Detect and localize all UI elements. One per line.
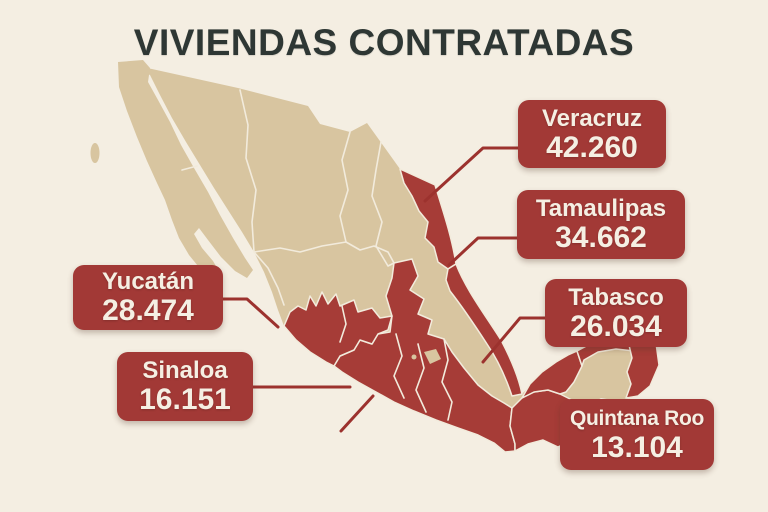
callout-quintana-roo: Quintana Roo 13.104	[560, 399, 714, 470]
border-durango-zacatecas	[253, 241, 347, 253]
callout-tabasco-name: Tabasco	[568, 283, 664, 311]
callout-tabasco: Tabasco 26.034	[545, 279, 687, 347]
cdmx-enclave-shape	[424, 349, 441, 364]
callout-quintana-roo-value: 13.104	[591, 431, 683, 464]
mainland-shape	[125, 63, 659, 452]
border-jalisco-inner	[339, 305, 347, 343]
leader-yucatan	[220, 297, 280, 329]
island-shape	[90, 143, 100, 163]
callout-tamaulipas-name: Tamaulipas	[535, 195, 667, 222]
page-title: VIVIENDAS CONTRATADAS	[133, 22, 635, 63]
callout-tabasco-value: 26.034	[570, 309, 662, 343]
border-puebla-oaxaca	[441, 338, 453, 421]
callout-yucatan: Yucatán 28.474	[73, 265, 223, 330]
leader-tamaulipas	[447, 236, 521, 267]
leader-tabasco	[481, 316, 549, 364]
state-veracruz-shape	[445, 263, 523, 397]
border-sonora-chihuahua	[239, 89, 257, 253]
callout-quintana-roo-name: Quintana Roo	[569, 407, 705, 430]
border-guerrero-oaxaca	[415, 343, 427, 413]
state-quintana-roo-shape	[625, 330, 660, 399]
border-baja-split	[181, 165, 198, 171]
border-chihuahua-coahuila	[339, 131, 351, 243]
callout-tamaulipas: Tamaulipas 34.662	[517, 190, 685, 259]
callout-sinaloa-name: Sinaloa	[142, 357, 228, 384]
border-sinaloa-durango	[253, 251, 285, 306]
callout-veracruz: Veracruz 42.260	[518, 100, 666, 168]
callout-yucatan-name: Yucatán	[101, 268, 195, 295]
baja-peninsula-shape	[118, 60, 253, 280]
state-tamaulipas-shape	[399, 168, 457, 270]
callout-yucatan-value: 28.474	[102, 294, 194, 327]
border-michoacan-guerrero	[393, 333, 405, 399]
callout-sinaloa-value: 16.151	[139, 383, 231, 416]
callout-veracruz-name: Veracruz	[541, 104, 643, 132]
callout-sinaloa: Sinaloa 16.151	[117, 352, 253, 421]
state-jalisco-cluster-shape	[283, 291, 393, 367]
callout-veracruz-value: 42.260	[546, 130, 638, 164]
callout-tamaulipas-value: 34.662	[555, 221, 647, 254]
leader-diagonal-segment	[339, 394, 375, 433]
leader-veracruz	[423, 146, 522, 203]
border-nuevo-leon	[371, 141, 395, 267]
border-zacatecas-slp	[345, 241, 395, 264]
small-enclave-shape	[411, 354, 417, 360]
